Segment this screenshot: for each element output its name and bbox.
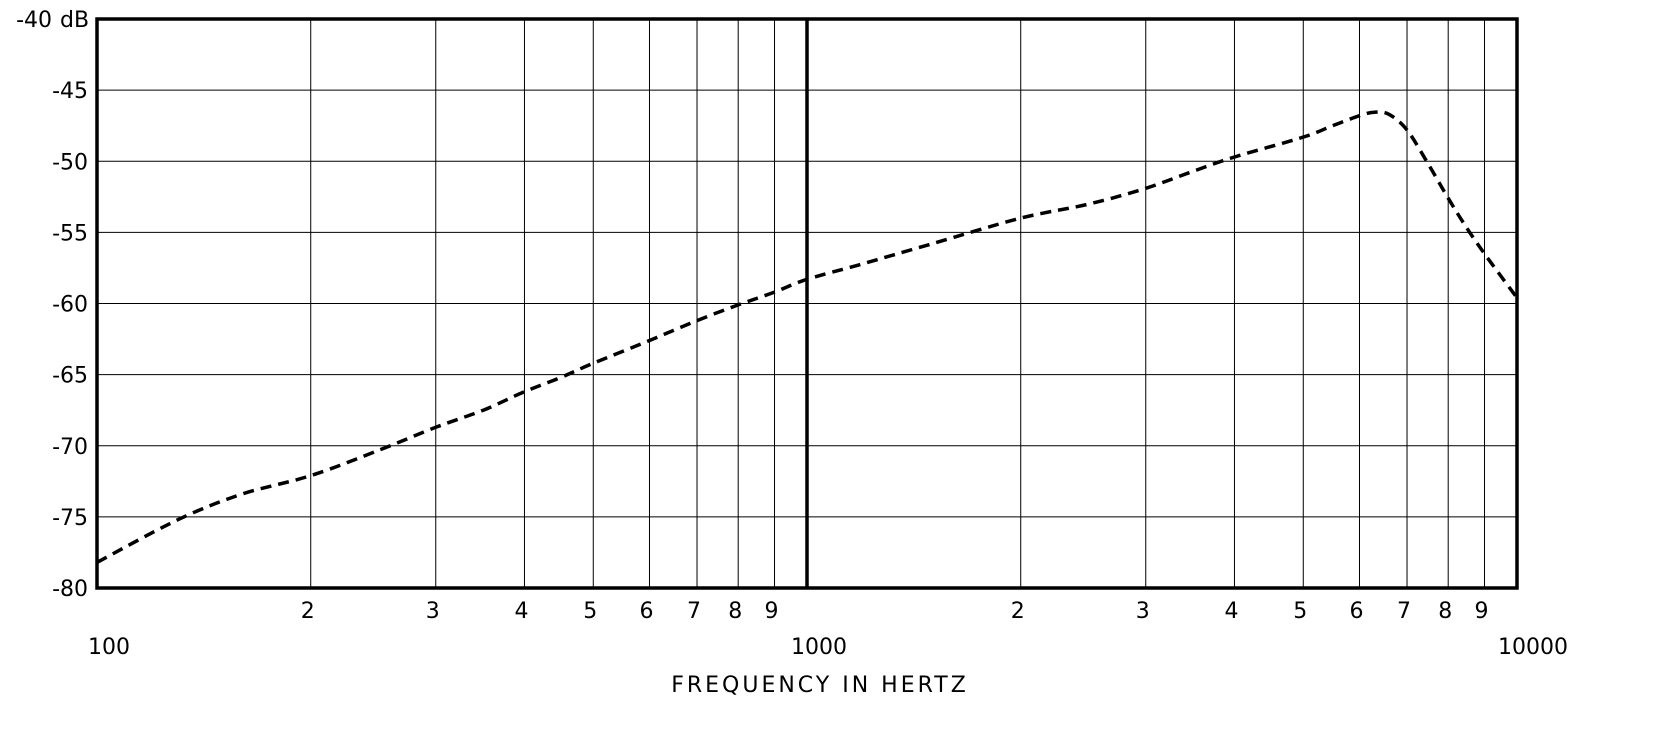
grid: [97, 18, 1517, 589]
x-minor-tick-label: 4: [1224, 599, 1238, 624]
x-minor-tick-label: 4: [514, 599, 528, 624]
x-minor-tick-label: 6: [1349, 599, 1363, 624]
x-minor-tick-label: 9: [1475, 599, 1489, 624]
x-major-tick-label: 1000: [791, 635, 847, 660]
response-curve-layer: [96, 110, 1519, 564]
x-major-tick-label: 10000: [1498, 635, 1568, 660]
y-tick-label: -70: [52, 435, 88, 460]
y-tick-label: -65: [52, 364, 88, 389]
y-axis-labels: -40 -45 -50 -55 -60 -65 -70 -75 -80: [16, 8, 88, 602]
x-minor-tick-label: 7: [1397, 599, 1411, 624]
x-minor-tick-label: 2: [301, 599, 315, 624]
response-curve: [96, 110, 1519, 564]
y-tick-label: -60: [52, 293, 88, 318]
x-minor-tick-label: 7: [687, 599, 701, 624]
plot-frame: [95, 17, 1519, 590]
x-minor-tick-label: 8: [728, 599, 742, 624]
y-tick-label: -75: [52, 506, 88, 531]
x-major-tick-label: 100: [88, 635, 130, 660]
x-minor-tick-label: 2: [1011, 599, 1025, 624]
y-tick-label: -50: [52, 150, 88, 175]
y-tick-label: -45: [52, 79, 88, 104]
y-axis-unit: dB: [60, 8, 89, 33]
x-minor-tick-label: 6: [639, 599, 653, 624]
x-minor-tick-label: 5: [1293, 599, 1307, 624]
y-tick-label: -40: [16, 8, 52, 33]
y-tick-label: -80: [52, 577, 88, 602]
y-tick-label: -55: [52, 221, 88, 246]
x-axis-title: FREQUENCY IN HERTZ: [671, 673, 969, 698]
x-minor-tick-label: 3: [1136, 599, 1150, 624]
x-minor-tick-label: 8: [1438, 599, 1452, 624]
x-minor-tick-label: 5: [583, 599, 597, 624]
x-minor-tick-label: 9: [765, 599, 779, 624]
x-minor-tick-label: 3: [426, 599, 440, 624]
